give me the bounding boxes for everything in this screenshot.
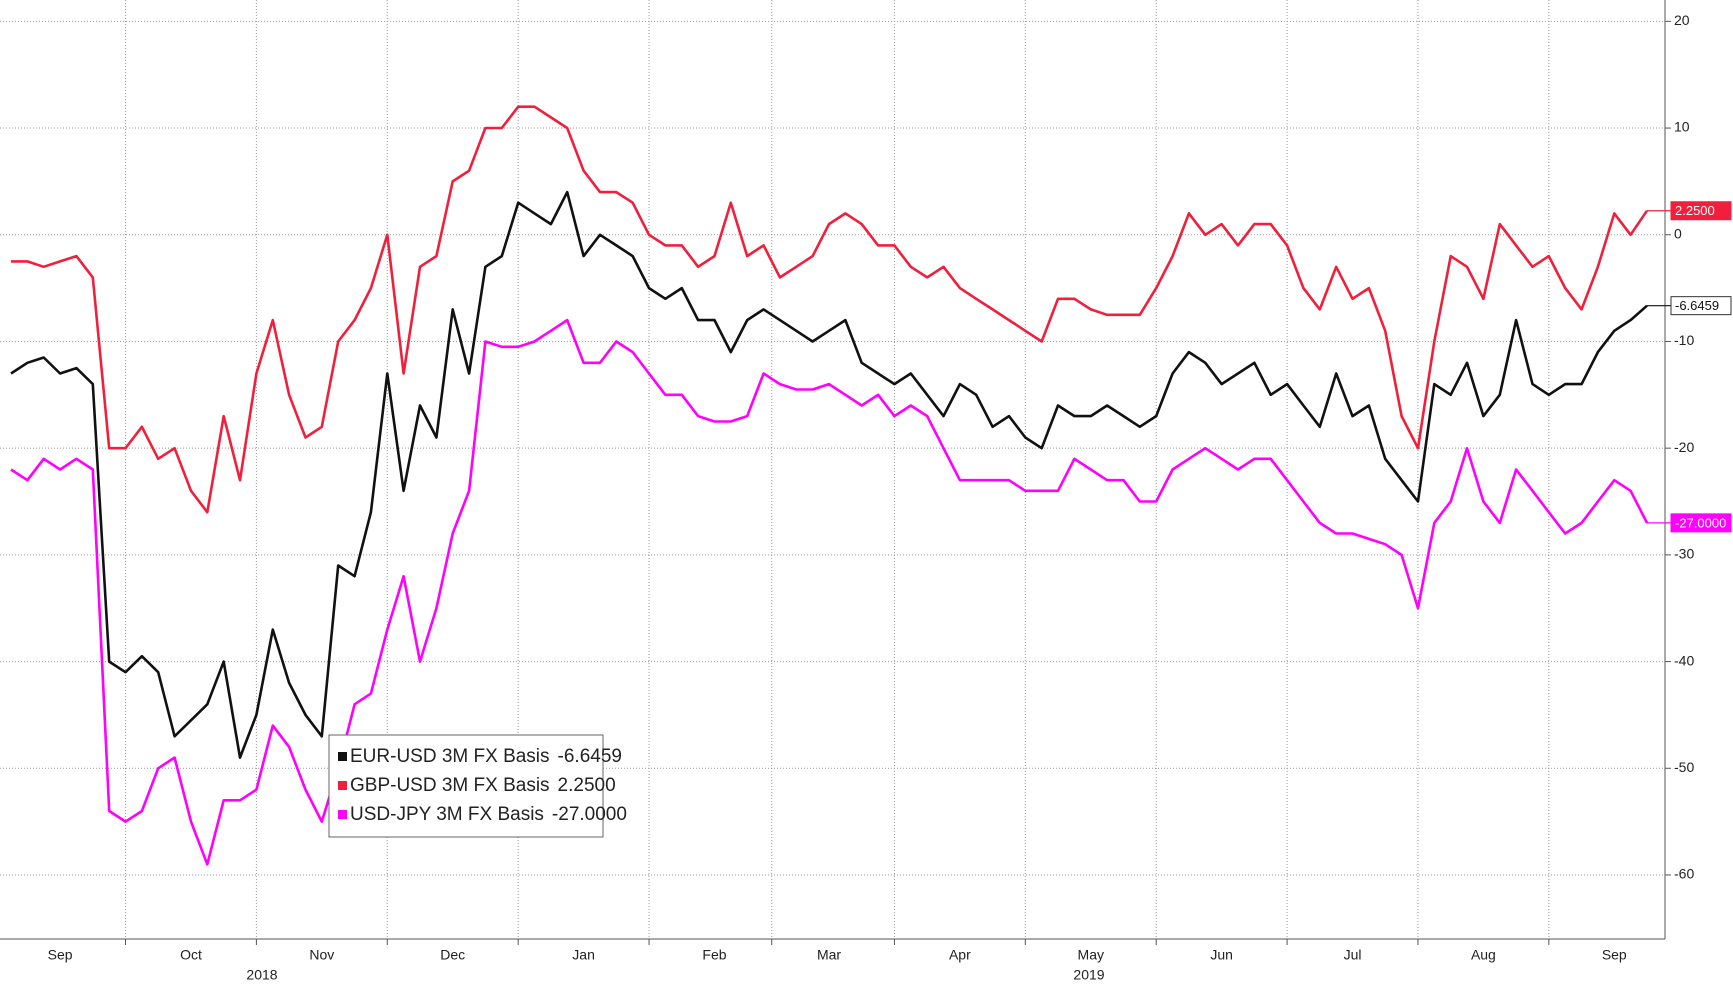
y-tick-label: -50 (1674, 759, 1694, 775)
last-value-tag (1670, 513, 1732, 533)
x-tick-label: Oct (180, 947, 202, 963)
last-value-tag (1670, 201, 1732, 221)
last-value-label: -27.0000 (1675, 515, 1726, 530)
last-value-tag (1670, 296, 1732, 316)
legend-box (328, 734, 604, 838)
y-tick-label: 10 (1674, 119, 1690, 135)
legend-entry: GBP-USD 3M FX Basis 2.2500 (350, 775, 616, 796)
series-line (10, 190, 1648, 759)
y-tick-label: -60 (1674, 866, 1694, 882)
x-tick-label: Apr (949, 947, 971, 963)
legend-value: 2.2500 (558, 775, 616, 796)
x-tick-label: May (1078, 947, 1104, 963)
legend-name: USD-JPY 3M FX Basis (350, 804, 544, 825)
x-tick-label: Feb (702, 947, 726, 963)
legend-swatch (338, 810, 347, 819)
x-tick-label: Sep (48, 947, 73, 963)
x-tick-label: Sep (1602, 947, 1627, 963)
legend-entry: USD-JPY 3M FX Basis -27.0000 (350, 804, 627, 825)
x-tick-label: Jul (1344, 947, 1362, 963)
legend-name: GBP-USD 3M FX Basis (350, 775, 550, 796)
y-tick-label: -30 (1674, 546, 1694, 562)
x-tick-label: Mar (817, 947, 841, 963)
legend-value: -27.0000 (552, 804, 627, 825)
x-tick-label: Jun (1210, 947, 1233, 963)
legend: EUR-USD 3M FX Basis -6.6459 GBP-USD 3M FX … (328, 734, 627, 838)
year-label: 2019 (1073, 967, 1104, 983)
x-tick-label: Nov (309, 947, 334, 963)
y-tick-label: -20 (1674, 439, 1694, 455)
x-tick-label: Aug (1471, 947, 1496, 963)
series-line (10, 318, 1649, 866)
legend-name: EUR-USD 3M FX Basis (350, 746, 550, 767)
year-label: 2018 (246, 967, 277, 983)
last-value-label: -6.6459 (1675, 298, 1719, 313)
series-line (11, 105, 1649, 514)
legend-swatch (338, 752, 347, 761)
y-tick-label: 0 (1674, 225, 1682, 241)
legend-value: -6.6459 (558, 746, 622, 767)
y-tick-label: -10 (1674, 332, 1694, 348)
y-tick-label: -40 (1674, 652, 1694, 668)
y-tick-label: 20 (1674, 12, 1690, 28)
last-value-label: 2.2500 (1675, 203, 1715, 218)
x-tick-label: Dec (440, 947, 465, 963)
legend-entry: EUR-USD 3M FX Basis -6.6459 (350, 746, 622, 767)
legend-swatch (338, 781, 347, 790)
x-tick-label: Jan (572, 947, 595, 963)
